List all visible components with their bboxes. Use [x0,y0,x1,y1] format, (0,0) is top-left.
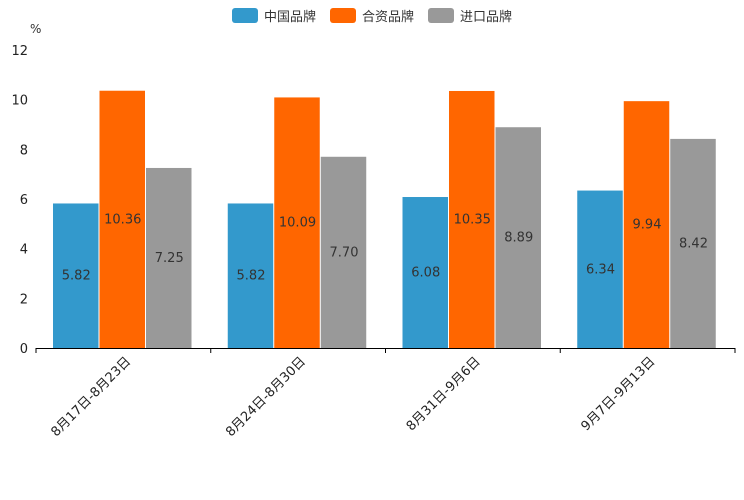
x-tick-label: 8月17日-8月23日 [48,354,134,440]
legend-label-joint-venture: 合资品牌 [361,10,414,25]
bar-value-label: 7.25 [155,251,184,266]
bar-value-label: 8.89 [504,231,533,246]
y-axis-ticks: 0 2 4 6 8 10 12 [11,44,28,357]
value-labels: 5.82 5.82 6.08 6.34 10.36 10.09 10.35 9.94 7.25 7… [62,212,708,283]
legend-item-import[interactable]: 进口品牌 [428,6,512,25]
bar-2-0[interactable] [146,167,192,348]
y-axis-label: % [30,22,41,36]
legend: 中国品牌 合资品牌 进口品牌 [0,6,744,25]
bar-2-2[interactable] [495,127,542,349]
legend-item-joint-venture[interactable]: 合资品牌 [329,6,414,25]
bar-value-label: 6.08 [411,266,440,281]
legend-label-china: 中国品牌 [263,10,316,25]
y-tick-label: 12 [11,44,28,59]
bar-0-1[interactable] [227,203,274,348]
bar-value-label: 6.34 [586,262,615,277]
bar-1-2[interactable] [449,90,495,348]
y-tick-label: 6 [20,193,28,208]
legend-swatch-joint-venture [329,8,356,23]
x-tick-label: 8月31日-9月6日 [404,354,484,434]
x-axis-ticks: 8月17日-8月23日 8月24日-8月30日 8月31日-9月6日 9月7日-9月1… [35,348,736,440]
y-tick-label: 8 [20,143,28,158]
x-tick-label: 8月24日-8月30日 [223,354,309,440]
bar-value-label: 10.09 [279,216,316,231]
bar-value-label: 8.42 [679,236,708,251]
bar-1-1[interactable] [274,97,320,348]
y-tick-label: 0 [20,342,28,357]
y-tick-label: 2 [20,292,28,307]
bar-0-2[interactable] [402,197,449,348]
bars [53,90,716,349]
x-tick-label: 9月7日-9月13日 [579,354,659,434]
bar-value-label: 7.70 [330,245,359,260]
legend-label-import: 进口品牌 [460,10,513,25]
bar-1-0[interactable] [99,90,146,348]
y-tick-label: 10 [11,94,28,109]
bar-value-label: 5.82 [62,269,91,284]
bar-0-3[interactable] [577,190,623,348]
bar-0-0[interactable] [53,203,99,348]
legend-item-china[interactable]: 中国品牌 [231,6,316,25]
bar-2-1[interactable] [320,156,367,348]
bar-value-label: 9.94 [633,218,662,233]
bar-value-label: 5.82 [237,269,266,284]
bar-2-3[interactable] [670,138,716,348]
bar-1-3[interactable] [623,101,670,348]
y-tick-label: 4 [20,243,28,258]
legend-swatch-china [231,8,258,23]
legend-swatch-import [428,8,454,23]
bar-value-label: 10.35 [454,212,491,227]
bar-value-label: 10.36 [104,212,141,227]
